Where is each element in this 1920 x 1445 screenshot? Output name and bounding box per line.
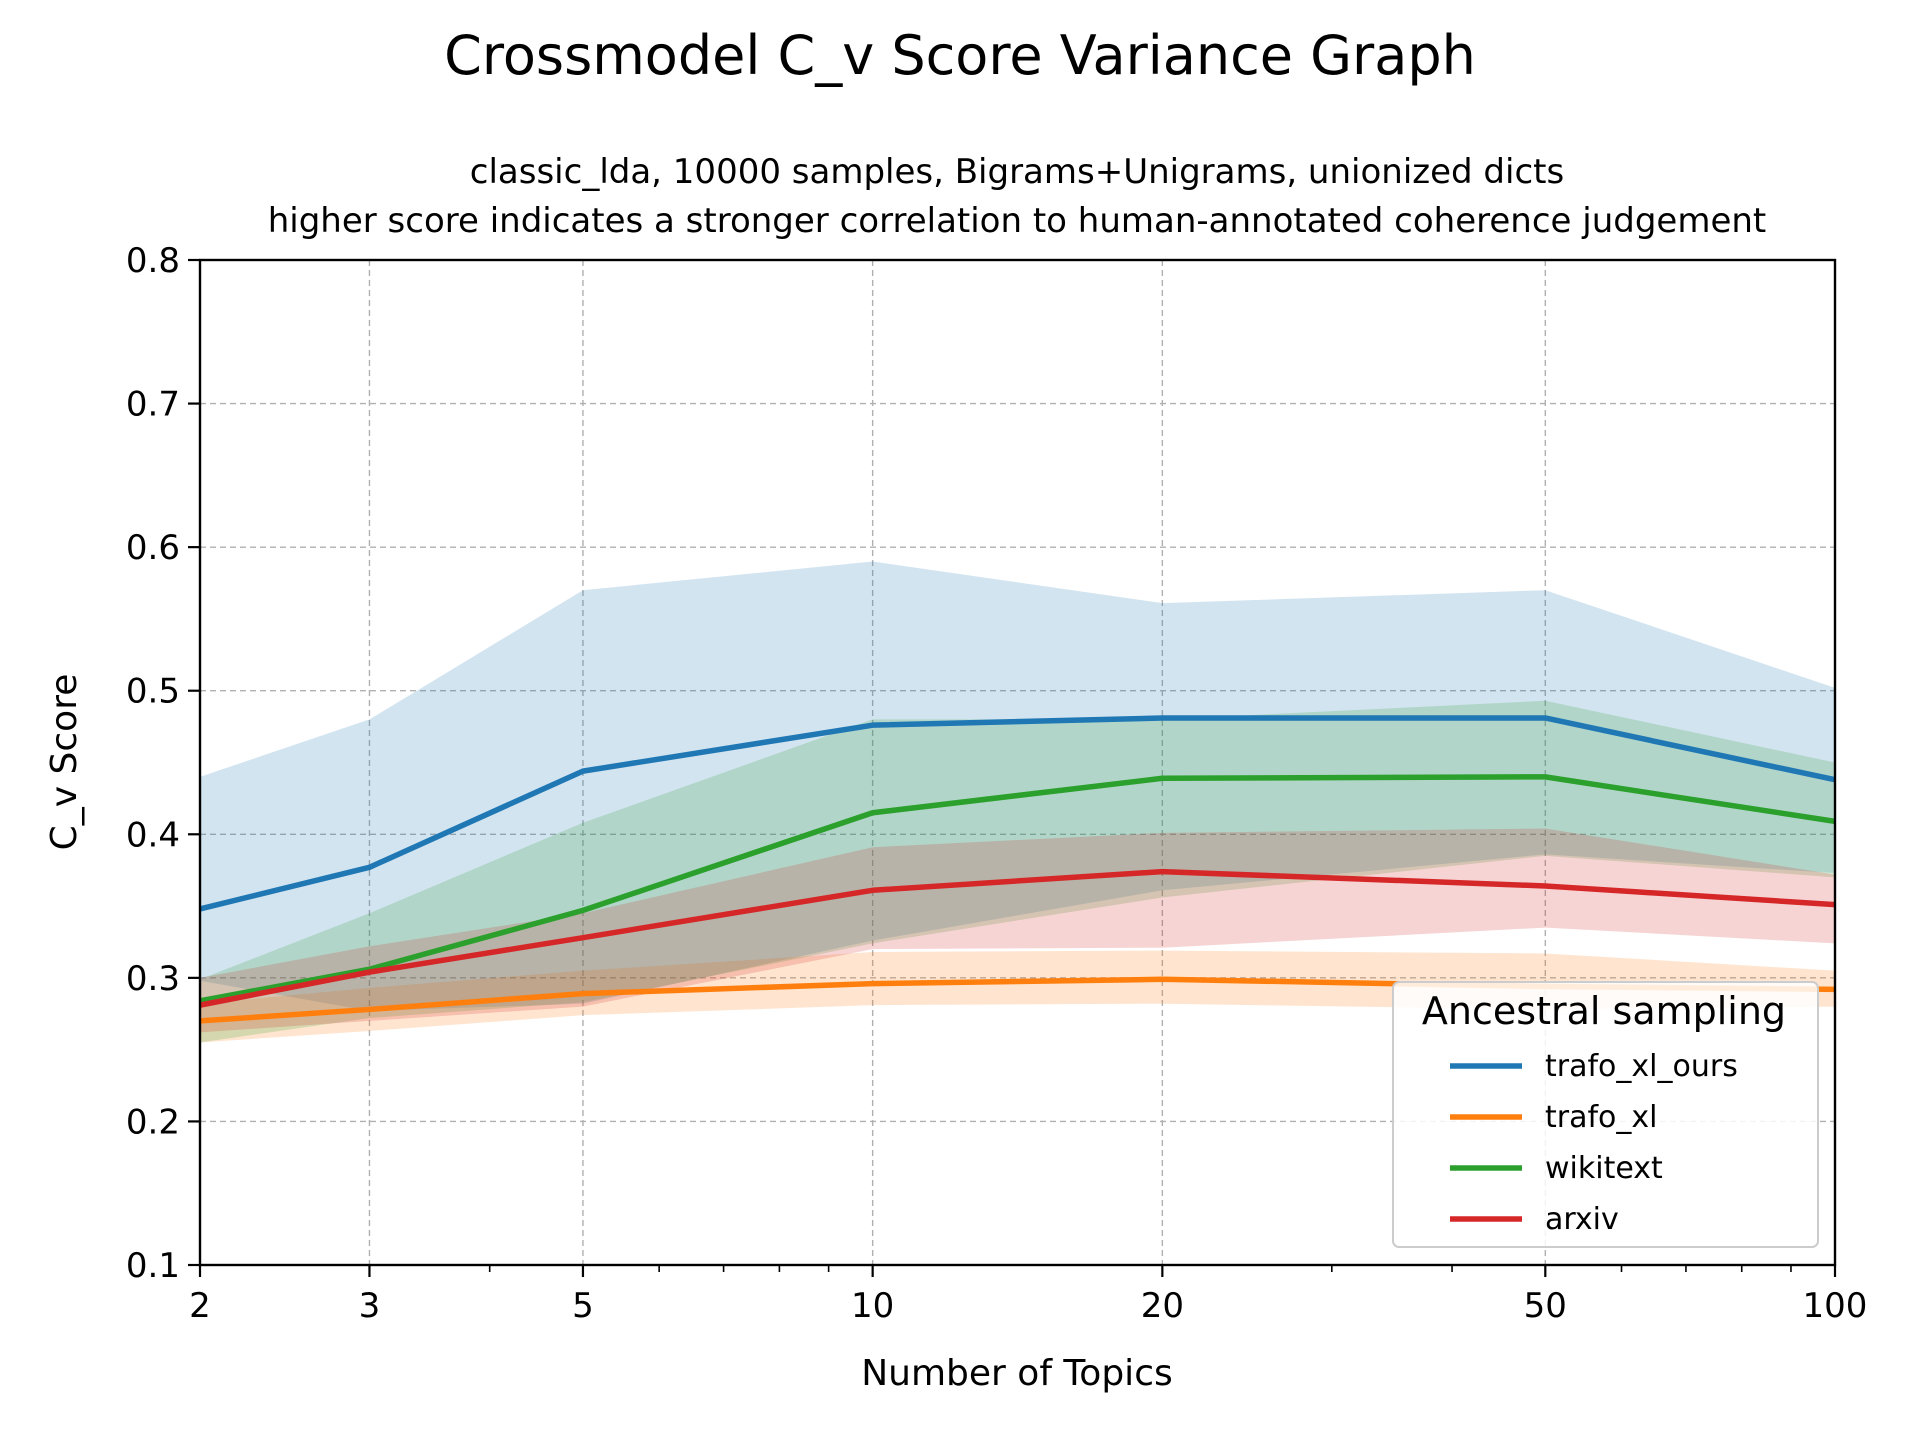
legend-label-trafo_xl_ours: trafo_xl_ours [1545, 1049, 1738, 1084]
y-tick-label: 0.1 [126, 1246, 180, 1286]
y-tick-label: 0.6 [126, 528, 180, 568]
y-tick-label: 0.4 [126, 815, 180, 855]
x-tick-label: 50 [1524, 1286, 1567, 1326]
x-axis-label: Number of Topics [861, 1353, 1173, 1394]
y-tick-label: 0.8 [126, 241, 180, 281]
band-trafo_xl [200, 950, 1835, 1043]
band-wikitext [200, 700, 1835, 1043]
y-axis-label: C_v Score [44, 674, 85, 851]
x-tick-label: 5 [572, 1286, 594, 1326]
legend: Ancestral sampling trafo_xl_ours trafo_xl… [1392, 981, 1819, 1248]
legend-label-trafo_xl: trafo_xl [1545, 1100, 1658, 1135]
axis-ticks: 0.1 0.2 0.3 0.4 0.5 0.6 0.7 0.8 2 3 5 10 20 50 100 [126, 241, 1868, 1326]
x-tick-label: 20 [1141, 1286, 1184, 1326]
line-arxiv [199, 868, 1836, 1008]
chart-subtitle-line-1: classic_lda, 10000 samples, Bigrams+Unig… [470, 152, 1564, 192]
y-tick-label: 0.3 [126, 959, 180, 999]
y-tick-label: 0.7 [126, 385, 180, 425]
variance-bands [200, 561, 1835, 1043]
y-tick-label: 0.2 [126, 1102, 180, 1142]
x-tick-label: 100 [1803, 1286, 1868, 1326]
chart-subtitle-line-2: higher score indicates a stronger correl… [268, 201, 1767, 241]
legend-box [1392, 981, 1819, 1248]
plot-frame [198, 258, 1837, 1267]
legend-label-wikitext: wikitext [1545, 1151, 1663, 1186]
x-tick-label: 10 [851, 1286, 894, 1326]
legend-title: Ancestral sampling [1422, 989, 1786, 1033]
x-tick-label: 3 [359, 1286, 381, 1326]
band-trafo_xl_ours [200, 561, 1835, 1011]
line-trafo_xl_ours [199, 715, 1836, 912]
line-wikitext [199, 774, 1836, 1004]
y-tick-label: 0.5 [126, 672, 180, 712]
x-tick-label: 2 [189, 1286, 211, 1326]
legend-label-arxiv: arxiv [1545, 1202, 1619, 1237]
chart-title: Crossmodel C_v Score Variance Graph [444, 24, 1476, 87]
